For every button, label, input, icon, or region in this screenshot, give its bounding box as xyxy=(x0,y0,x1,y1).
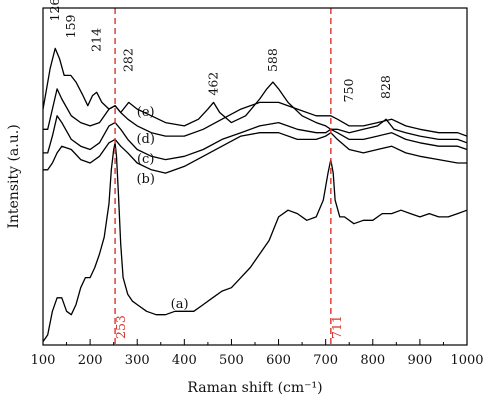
x-tick-label: 200 xyxy=(78,353,103,368)
x-axis-ticks: 100 200 300 400 500 600 700 800 900 1000 xyxy=(31,339,484,368)
x-tick-label: 700 xyxy=(313,353,338,368)
x-axis-title: Raman shift (cm⁻¹) xyxy=(187,380,322,396)
plot-frame xyxy=(42,7,468,346)
peak-label-588: 588 xyxy=(265,48,280,72)
curve-label-e: (e) xyxy=(137,105,155,120)
spectrum-curves xyxy=(42,47,468,342)
x-tick-label: 300 xyxy=(125,353,150,368)
curve-label-c: (c) xyxy=(137,152,154,167)
spectrum-line-c xyxy=(43,115,468,161)
x-tick-label: 400 xyxy=(172,353,197,368)
peak-label-750: 750 xyxy=(341,78,356,102)
peak-label-462: 462 xyxy=(206,72,221,96)
spectrum-line-e xyxy=(42,47,468,144)
spectrum-line-a xyxy=(42,142,468,342)
curve-labels: (a) (b) (c) (d) (e) xyxy=(136,105,188,312)
reference-lines: 253 711 xyxy=(113,8,344,345)
peak-label-828: 828 xyxy=(378,75,393,99)
spectrum-line-b xyxy=(43,132,467,174)
peak-label-126: 126 xyxy=(47,0,62,21)
curve-label-d: (d) xyxy=(136,132,154,147)
peak-label-159: 159 xyxy=(63,14,78,38)
reference-label-711: 711 xyxy=(329,315,344,339)
spectrum-line-d xyxy=(43,88,468,137)
x-tick-label: 1000 xyxy=(450,353,483,368)
curve-label-a: (a) xyxy=(171,297,189,312)
curve-label-b: (b) xyxy=(136,172,154,187)
peak-label-282: 282 xyxy=(121,48,136,72)
reference-label-253: 253 xyxy=(113,315,128,339)
x-tick-label: 800 xyxy=(360,353,385,368)
x-tick-label: 100 xyxy=(31,353,56,368)
x-tick-label: 900 xyxy=(407,353,432,368)
x-tick-label: 600 xyxy=(266,353,291,368)
y-axis-title: Intensity (a.u.) xyxy=(6,124,22,228)
x-tick-label: 500 xyxy=(219,353,244,368)
peak-label-214: 214 xyxy=(89,28,104,52)
